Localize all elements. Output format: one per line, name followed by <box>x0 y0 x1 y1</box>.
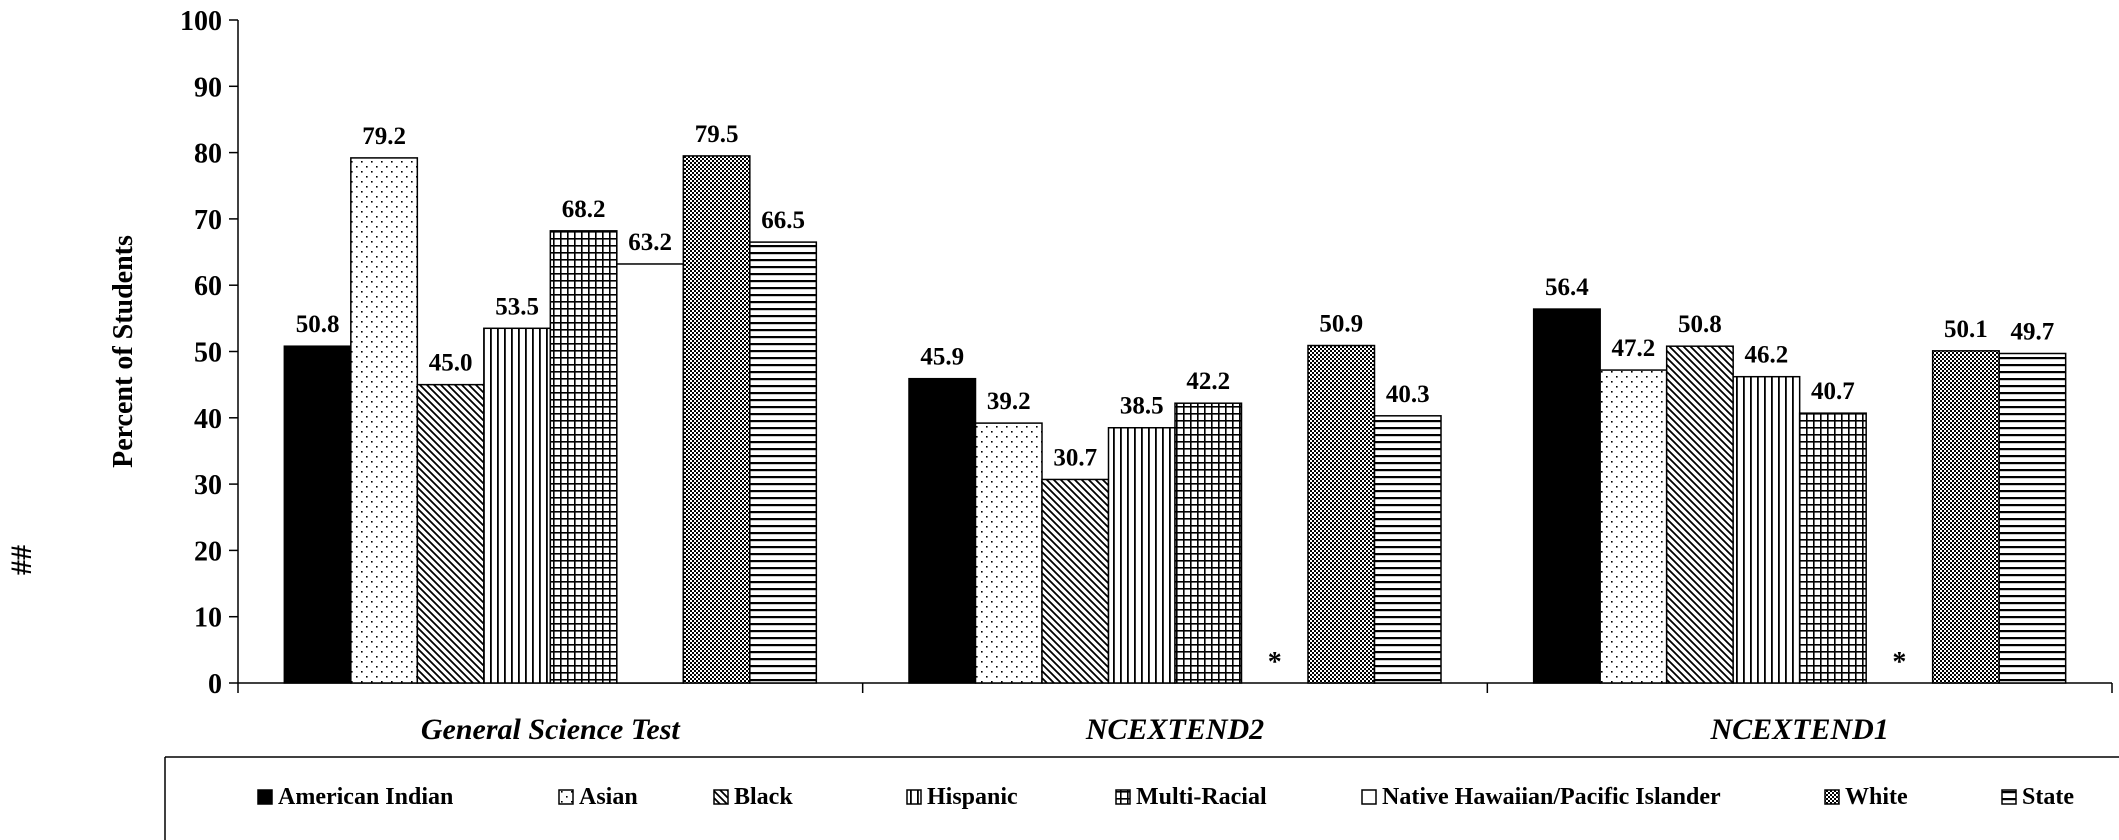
data-label: 45.9 <box>920 344 964 371</box>
legend-label: Asian <box>579 784 638 810</box>
bar-hispanic <box>1107 426 1176 684</box>
bar-multi-racial <box>549 230 618 684</box>
data-label: 56.4 <box>1545 274 1589 301</box>
data-label: 45.0 <box>429 350 473 377</box>
legend-item-multi-racial: Multi-Racial <box>1115 784 1267 810</box>
bar-hispanic <box>483 327 552 684</box>
y-tick-label: 30 <box>194 470 222 501</box>
bar-american-indian <box>908 377 977 684</box>
legend-swatch <box>1824 789 1840 805</box>
category-label: NCEXTEND2 <box>1085 713 1264 746</box>
y-axis-title: Percent of Students <box>108 235 139 468</box>
bars: 50.8 79.2 45.0 53.5 68.2 63.2 79.5 66.5 45.9 39.2… <box>283 121 2067 684</box>
bar-asian <box>350 157 419 684</box>
data-label: 40.7 <box>1811 378 1855 405</box>
legend-label: American Indian <box>278 784 453 810</box>
y-tick-label: 80 <box>194 139 222 170</box>
bar-american-indian <box>1532 308 1601 684</box>
data-label: 49.7 <box>2011 318 2055 345</box>
legend-item-american-indian: American Indian <box>257 784 453 810</box>
legend-item-hispanic: Hispanic <box>906 784 1018 810</box>
bar-white <box>1307 344 1376 684</box>
bar-asian <box>1599 369 1668 684</box>
bar-state <box>1998 352 2067 684</box>
legend-swatch <box>1361 789 1377 805</box>
y-tick-label: 40 <box>194 404 222 435</box>
y-tick-label: 90 <box>194 72 222 103</box>
data-label: 79.5 <box>695 121 739 148</box>
legend-swatch <box>713 789 729 805</box>
legend-item-native-hawaiian-pacific-islander: Native Hawaiian/Pacific Islander <box>1361 784 1721 810</box>
legend-item-white: White <box>1824 784 1908 810</box>
data-label: 66.5 <box>761 207 805 234</box>
bar-native-hawaiian-pacific-islander <box>616 263 685 684</box>
legend-swatch <box>257 789 273 805</box>
bar-white <box>1931 350 2000 684</box>
y-tick-label: 60 <box>194 271 222 302</box>
y-tick-label: 10 <box>194 603 222 634</box>
bar-white <box>682 155 751 684</box>
bar-black <box>1041 478 1110 684</box>
legend-label: State <box>2022 784 2074 810</box>
bar-american-indian <box>283 345 352 684</box>
data-label: 63.2 <box>628 229 672 256</box>
legend-label: White <box>1845 784 1908 810</box>
legend-swatch <box>2001 789 2017 805</box>
legend-item-black: Black <box>713 784 793 810</box>
data-label: 30.7 <box>1053 444 1097 471</box>
missing-data-marker: * <box>1892 647 1906 678</box>
data-label: 79.2 <box>362 123 406 150</box>
bar-asian <box>974 422 1043 684</box>
legend-swatch <box>906 789 922 805</box>
data-label: 50.8 <box>296 311 340 338</box>
missing-data-marker: * <box>1268 647 1282 678</box>
legend-label: Multi-Racial <box>1136 784 1267 810</box>
category-label: General Science Test <box>421 713 682 746</box>
y-tick-label: 50 <box>194 338 222 369</box>
bar-multi-racial <box>1798 412 1867 684</box>
legend-item-asian: Asian <box>558 784 638 810</box>
legend-label: Hispanic <box>927 784 1018 810</box>
data-label: 50.1 <box>1944 316 1988 343</box>
bar-black <box>416 383 485 684</box>
data-label: 53.5 <box>495 293 539 320</box>
y-tick-label: 0 <box>208 669 222 700</box>
data-label: 40.3 <box>1386 381 1430 408</box>
data-label: 39.2 <box>987 388 1031 415</box>
bar-hispanic <box>1732 375 1801 684</box>
category-label: NCEXTEND1 <box>1709 713 1888 746</box>
legend-swatch <box>558 789 574 805</box>
legend-label: Black <box>734 784 793 810</box>
y-tick-label: 70 <box>194 205 222 236</box>
data-label: 38.5 <box>1120 393 1164 420</box>
data-label: 42.2 <box>1186 368 1230 395</box>
bar-black <box>1665 345 1734 684</box>
bar-state <box>749 241 818 684</box>
bar-multi-racial <box>1174 402 1243 684</box>
bar-state <box>1373 415 1442 684</box>
legend: American Indian Asian Black Hispanic Multi-R… <box>164 756 2119 840</box>
data-label: 68.2 <box>562 196 606 223</box>
legend-label: Native Hawaiian/Pacific Islander <box>1382 784 1721 810</box>
data-label: 50.8 <box>1678 311 1722 338</box>
data-label: 46.2 <box>1745 342 1789 369</box>
y-tick-label: 20 <box>194 536 222 567</box>
legend-swatch <box>1115 789 1131 805</box>
legend-item-state: State <box>2001 784 2074 810</box>
data-label: 50.9 <box>1319 311 1363 338</box>
y-tick-label: 100 <box>180 6 222 37</box>
data-label: 47.2 <box>1612 335 1656 362</box>
